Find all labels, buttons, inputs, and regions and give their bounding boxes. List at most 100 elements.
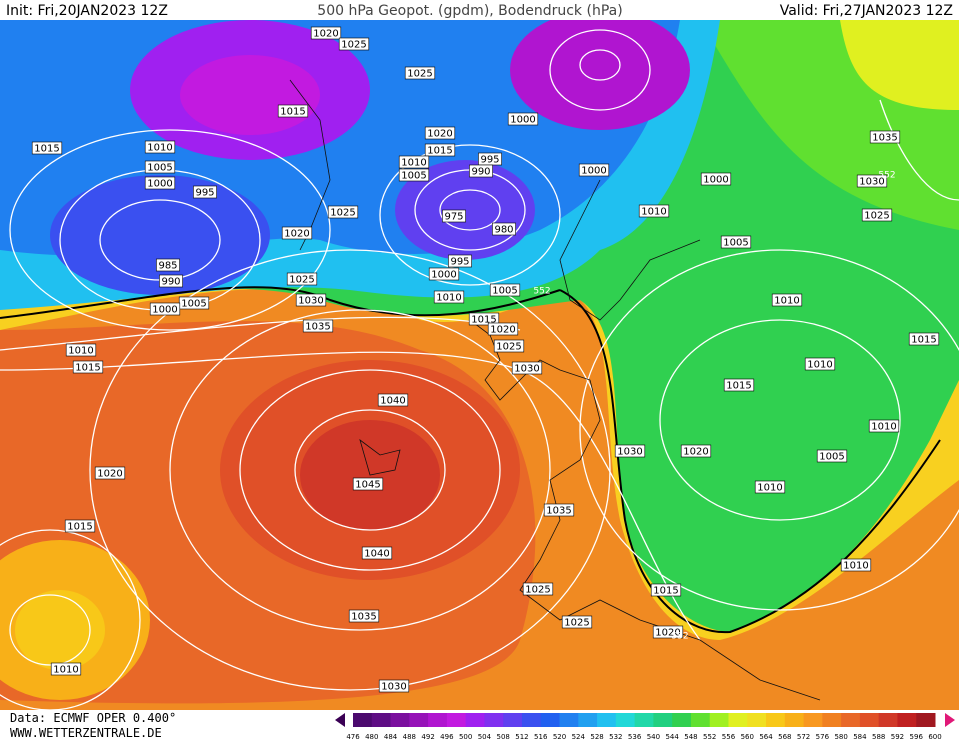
label-box — [193, 185, 217, 199]
colorbar-label: 572 — [797, 733, 810, 741]
label-box — [468, 312, 500, 326]
label-box — [352, 477, 384, 491]
isobar-label: 1030 — [514, 364, 539, 375]
label-box — [64, 519, 96, 533]
label-box — [149, 302, 181, 316]
colorbar-swatch — [465, 713, 485, 727]
colorbar-label: 496 — [440, 733, 454, 741]
height-label: 552 — [671, 632, 688, 642]
isobar-label: 1015 — [911, 335, 936, 346]
label-box — [338, 37, 370, 51]
isobar-label: 1020 — [97, 469, 122, 480]
label-box — [614, 444, 646, 458]
label-box — [424, 143, 456, 157]
colorbar-swatch — [353, 713, 373, 727]
colorbar-label: 600 — [928, 733, 941, 741]
label-box — [144, 140, 176, 154]
isobar-label: 995 — [450, 257, 469, 268]
colorbar-label: 588 — [872, 733, 885, 741]
colorbar-label: 504 — [478, 733, 492, 741]
colorbar-label: 560 — [741, 733, 754, 741]
label-box — [277, 104, 309, 118]
colorbar-swatch — [784, 713, 805, 727]
isobar-label: 980 — [494, 225, 513, 236]
label-box — [159, 274, 183, 288]
isobar-label: 1010 — [53, 665, 78, 676]
colorbar-label: 552 — [703, 733, 716, 741]
colorbar-label: 532 — [609, 733, 622, 741]
isobar-label: 1015 — [427, 146, 452, 157]
colorbar-label: 484 — [384, 733, 398, 741]
colorbar-swatch — [371, 713, 392, 727]
isobar-label: 1020 — [313, 29, 338, 40]
colorbar-swatch — [803, 713, 823, 727]
isobar-label: 1015 — [67, 522, 92, 533]
label-box — [295, 293, 327, 307]
isobar-label: 1000 — [510, 115, 535, 126]
isobar-label: 1040 — [380, 396, 405, 407]
isobar-label: 1015 — [280, 107, 305, 118]
isobar-label: 1010 — [147, 143, 172, 154]
label-box — [50, 662, 82, 676]
colorbar-label: 500 — [459, 733, 472, 741]
isobar-label: 1020 — [683, 447, 708, 458]
colorbar-label: 564 — [759, 733, 773, 741]
colorbar-label: 568 — [778, 733, 791, 741]
isobar-label: 1015 — [653, 586, 678, 597]
isobar-label: 1025 — [289, 275, 314, 286]
label-box — [65, 343, 97, 357]
colorbar-label: 536 — [628, 733, 642, 741]
isobar-label: 975 — [444, 212, 463, 223]
colorbar-label: 548 — [684, 733, 697, 741]
label-box — [487, 322, 519, 336]
isobar-label: 1015 — [75, 363, 100, 374]
label-box — [720, 235, 752, 249]
isobar-label: 1005 — [492, 286, 517, 297]
label-box — [428, 267, 460, 281]
colorbar-label: 556 — [722, 733, 736, 741]
colorbar-label: 580 — [834, 733, 847, 741]
label-box — [543, 503, 575, 517]
label-box — [652, 625, 684, 639]
label-box — [424, 126, 456, 140]
label-box — [144, 176, 176, 190]
map-title: 500 hPa Geopot. (gpdm), Bodendruck (hPa) — [317, 3, 622, 19]
label-box — [156, 258, 180, 272]
colorbar-label: 488 — [403, 733, 416, 741]
isobar-label: 1025 — [496, 342, 521, 353]
isobar-label: 1035 — [872, 133, 897, 144]
colorbar-swatch — [559, 713, 579, 727]
label-box — [31, 141, 63, 155]
colorbar-swatch — [822, 713, 842, 727]
isobar-label: 1025 — [330, 208, 355, 219]
colorbar-swatch — [634, 713, 654, 727]
isobar-label: 1005 — [401, 171, 426, 182]
isobar-label: 1020 — [427, 129, 452, 140]
height-label: 552 — [878, 171, 895, 181]
isobar-label: 1010 — [436, 293, 461, 304]
colorbar-swatch — [916, 713, 936, 727]
colorbar-swatch — [578, 713, 598, 727]
colorbar-swatch — [521, 713, 542, 727]
label-box — [868, 419, 900, 433]
isobar-label: 990 — [471, 167, 490, 178]
colorbar-swatch — [859, 713, 880, 727]
isobar-label: 1025 — [341, 40, 366, 51]
isobar-label: 1010 — [871, 422, 896, 433]
label-box — [723, 378, 755, 392]
isobar-label: 1010 — [641, 207, 666, 218]
colorbar-swatch — [653, 713, 673, 727]
label-box — [286, 272, 318, 286]
label-box — [561, 615, 593, 629]
colorbar-swatch — [747, 713, 767, 727]
isobar-label: 1025 — [525, 585, 550, 596]
colorbar: 476 480 484 488 492 496 500 504 508 512 516 520 524 5… — [335, 713, 955, 741]
label-box — [804, 357, 836, 371]
label-box — [144, 160, 176, 174]
isobar-label: 1020 — [284, 229, 309, 240]
label-box — [310, 26, 342, 40]
isobar-label: 1010 — [757, 483, 782, 494]
colorbar-swatch — [409, 713, 429, 727]
colorbar-swatch — [484, 713, 504, 727]
colorbar-label: 576 — [816, 733, 830, 741]
